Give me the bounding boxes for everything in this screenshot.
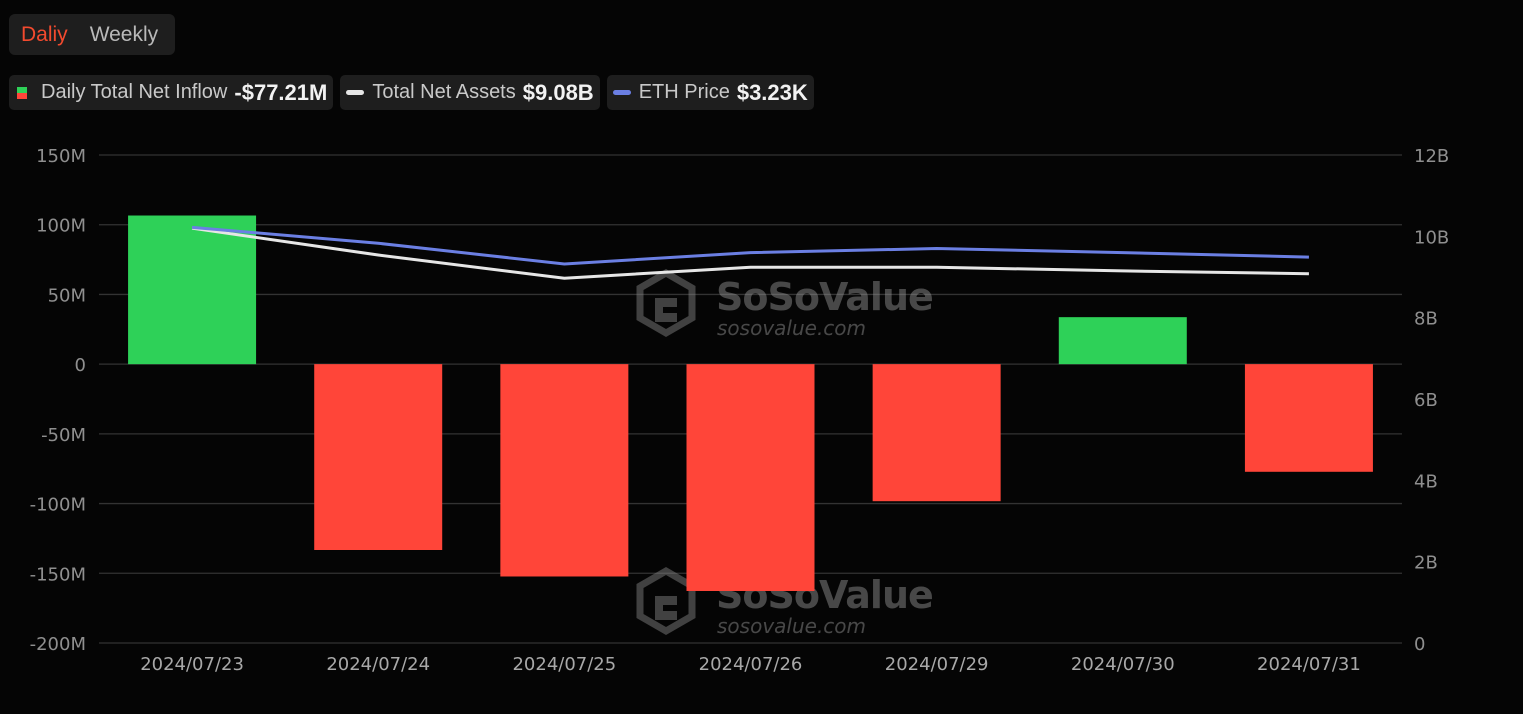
x-tick-label: 2024/07/25 xyxy=(512,654,616,675)
x-tick-label: 2024/07/26 xyxy=(699,654,803,675)
logo-hex xyxy=(636,566,696,636)
y-left-tick-label: 100M xyxy=(36,216,86,237)
series-line xyxy=(191,226,1309,280)
y-right-tick-label: 4B xyxy=(1414,471,1438,492)
legend-assets-label: Total Net Assets xyxy=(372,81,516,103)
sosovalue-logo-icon xyxy=(636,566,696,636)
y-right-tick-label: 12B xyxy=(1414,146,1449,167)
legend-assets-value: $9.08B xyxy=(522,79,594,105)
price-line-icon xyxy=(612,90,631,95)
tab-daily[interactable]: Daliy xyxy=(21,23,68,46)
chart-legend: Daily Total Net Inflow -$77.21M Total Ne… xyxy=(9,75,814,110)
bar xyxy=(1058,317,1187,365)
y-right-tick-label: 8B xyxy=(1414,309,1438,330)
tab-weekly[interactable]: Weekly xyxy=(89,23,159,46)
bar xyxy=(500,364,629,577)
bar xyxy=(1244,364,1373,472)
y-left-tick-label: -100M xyxy=(30,495,86,516)
bar xyxy=(314,364,443,551)
x-tick-label: 2024/07/24 xyxy=(326,654,430,675)
bar xyxy=(872,364,1001,502)
y-left-tick-label: 0 xyxy=(75,355,86,376)
logo-mark xyxy=(655,596,677,620)
y-right-tick-label: 10B xyxy=(1414,227,1449,248)
assets-line-icon xyxy=(346,90,365,95)
legend-inflow[interactable]: Daily Total Net Inflow -$77.21M xyxy=(9,75,334,110)
legend-price[interactable]: ETH Price $3.23K xyxy=(606,75,814,110)
y-left-tick-label: -50M xyxy=(41,425,86,446)
bar xyxy=(686,364,815,591)
watermark-url: sosovalue.com xyxy=(717,316,866,340)
y-left-tick-label: 150M xyxy=(36,146,86,167)
legend-inflow-label: Daily Total Net Inflow xyxy=(41,81,228,103)
y-left-tick-label: -200M xyxy=(30,634,86,655)
series-line xyxy=(191,225,1309,266)
watermark-brand: SoSoValue xyxy=(716,275,933,319)
y-right-tick-label: 6B xyxy=(1414,390,1438,411)
legend-price-value: $3.23K xyxy=(736,79,808,105)
legend-price-label: ETH Price xyxy=(638,81,730,103)
bar xyxy=(128,215,257,365)
y-right-tick-label: 0 xyxy=(1414,634,1425,655)
legend-inflow-value: -$77.21M xyxy=(234,79,328,105)
x-tick-label: 2024/07/30 xyxy=(1071,654,1175,675)
sosovalue-logo-icon xyxy=(636,268,696,338)
y-left-tick-label: -150M xyxy=(30,564,86,585)
y-left-tick-label: 50M xyxy=(48,285,86,306)
inflow-color-icon xyxy=(17,86,27,99)
period-tabs: Daliy Weekly xyxy=(9,14,175,55)
watermark-url: sosovalue.com xyxy=(717,614,866,638)
logo-mark xyxy=(655,298,677,322)
y-right-tick-label: 2B xyxy=(1414,553,1438,574)
x-tick-label: 2024/07/23 xyxy=(140,654,244,675)
x-tick-label: 2024/07/31 xyxy=(1257,654,1361,675)
legend-assets[interactable]: Total Net Assets $9.08B xyxy=(340,75,600,110)
x-tick-label: 2024/07/29 xyxy=(885,654,989,675)
